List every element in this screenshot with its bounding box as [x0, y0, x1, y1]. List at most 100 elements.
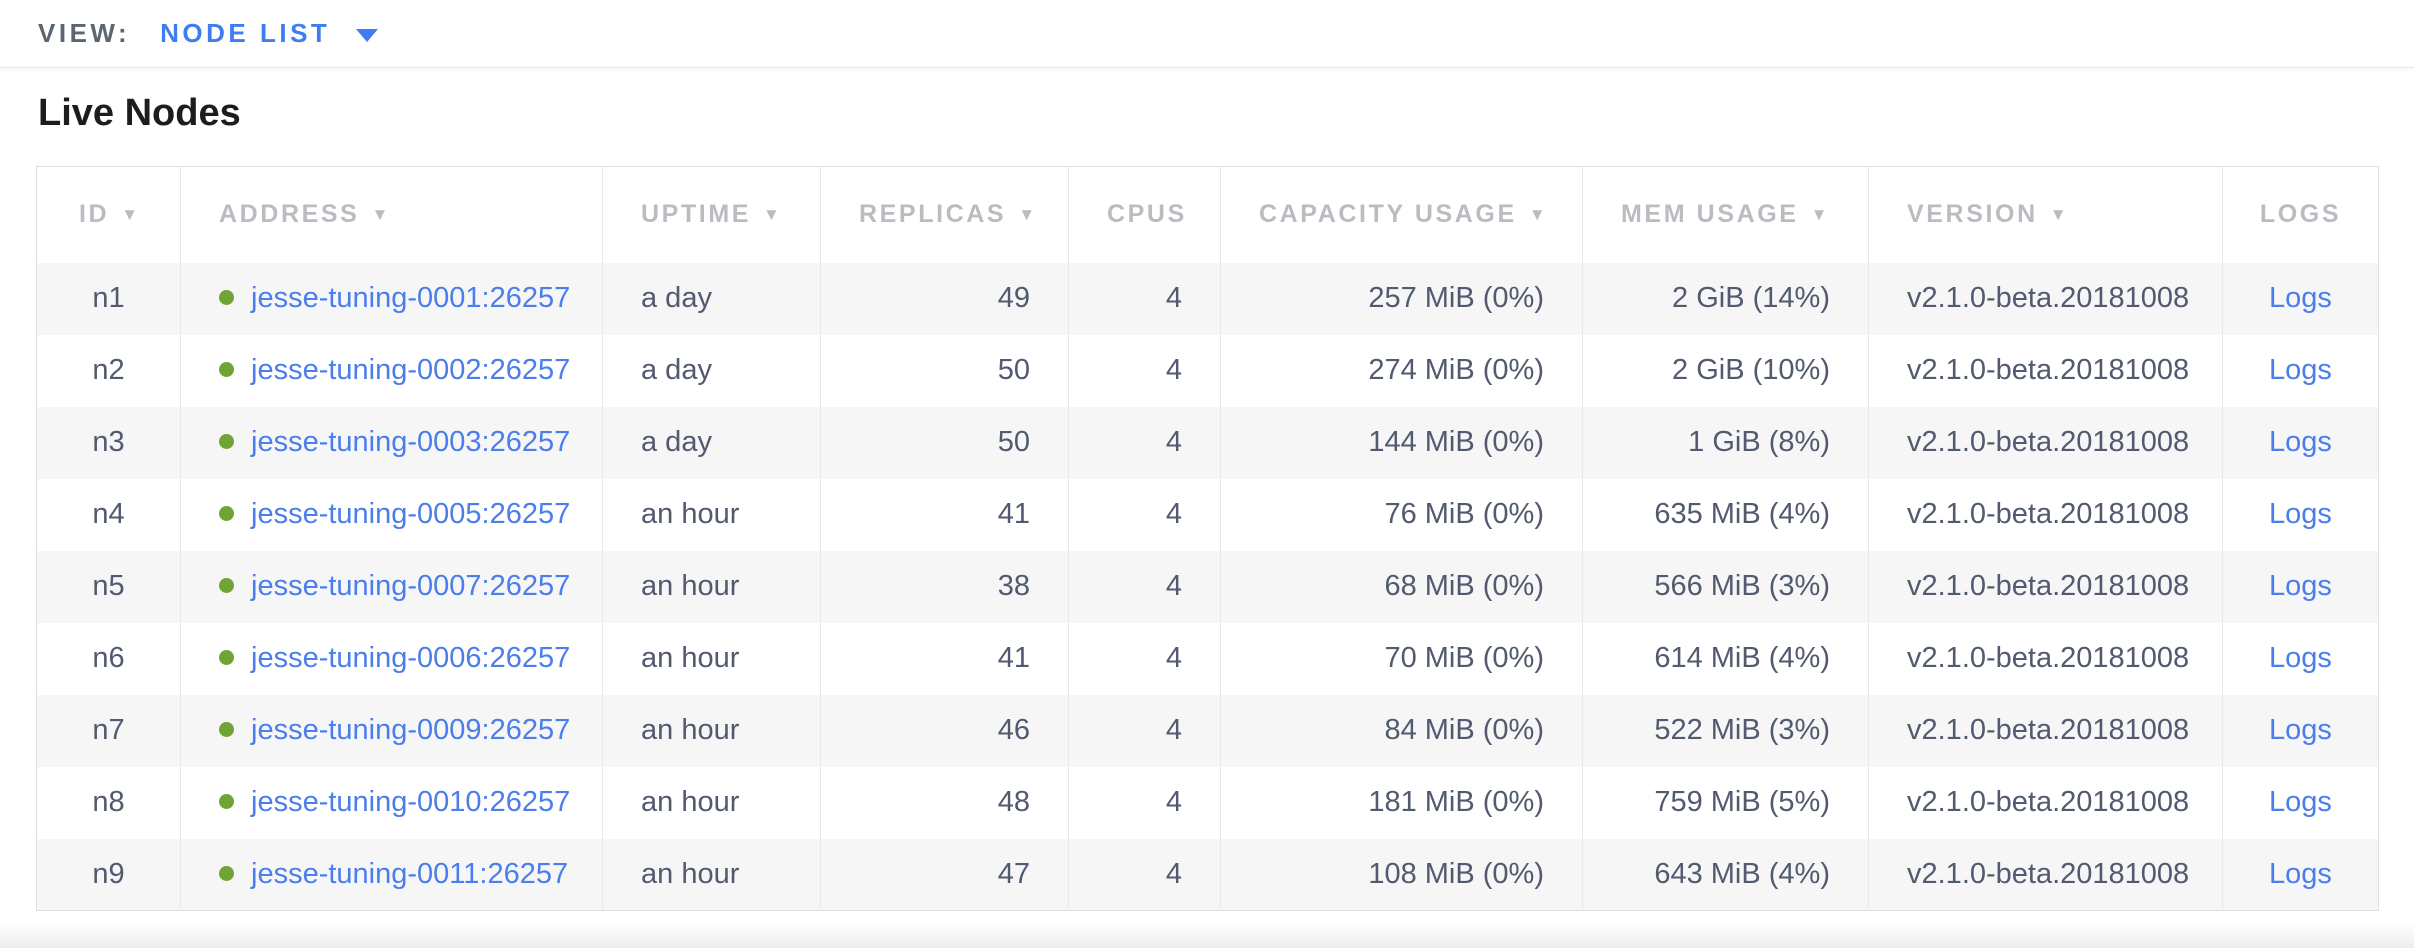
- node-address-link[interactable]: jesse-tuning-0006:26257: [251, 642, 571, 674]
- cell-replicas: 50: [820, 406, 1069, 479]
- cell-value: 46: [997, 714, 1030, 746]
- cell-value: a day: [641, 426, 712, 458]
- cell-mem_usage: 759 MiB (5%): [1582, 766, 1869, 839]
- node-address-link[interactable]: jesse-tuning-0005:26257: [251, 498, 571, 530]
- cell-logs: Logs: [2222, 622, 2379, 695]
- column-header-capacity_usage[interactable]: CAPACITY USAGE ▼: [1220, 166, 1583, 263]
- node-address-link[interactable]: jesse-tuning-0011:26257: [251, 857, 569, 890]
- column-header-cpus: CPUS: [1068, 166, 1221, 263]
- cell-version: v2.1.0-beta.20181008: [1868, 334, 2223, 407]
- sort-descending-icon: ▼: [763, 205, 780, 225]
- cell-replicas: 50: [820, 334, 1069, 407]
- cell-value: n1: [92, 282, 125, 314]
- cell-address: jesse-tuning-0007:26257: [180, 550, 603, 623]
- node-status-icon: [219, 290, 234, 305]
- node-logs-link[interactable]: Logs: [2269, 498, 2332, 530]
- node-logs-link[interactable]: Logs: [2269, 282, 2332, 314]
- node-address-link[interactable]: jesse-tuning-0002:26257: [251, 354, 571, 386]
- column-header-label: CAPACITY USAGE: [1259, 200, 1517, 229]
- column-header-label: ID: [78, 200, 110, 229]
- cell-value: 41: [997, 498, 1030, 530]
- cell-value: 4: [1165, 570, 1182, 602]
- cell-replicas: 48: [820, 766, 1069, 839]
- cell-replicas: 49: [820, 262, 1069, 335]
- cell-capacity_usage: 76 MiB (0%): [1220, 478, 1583, 551]
- cell-value: 759 MiB (5%): [1654, 786, 1830, 818]
- node-logs-link[interactable]: Logs: [2269, 570, 2332, 602]
- column-header-label: REPLICAS: [859, 200, 1007, 229]
- cell-value: 274 MiB (0%): [1368, 354, 1544, 386]
- cell-uptime: an hour: [602, 622, 821, 695]
- cell-cpus: 4: [1068, 838, 1221, 911]
- node-address-link[interactable]: jesse-tuning-0003:26257: [251, 426, 571, 458]
- cell-value: v2.1.0-beta.20181008: [1907, 282, 2190, 314]
- cell-value: n6: [92, 642, 125, 674]
- cell-value: v2.1.0-beta.20181008: [1907, 857, 2190, 890]
- cell-value: an hour: [641, 714, 740, 746]
- node-address-link[interactable]: jesse-tuning-0010:26257: [251, 786, 571, 818]
- cell-value: 76 MiB (0%): [1384, 498, 1544, 530]
- cell-logs: Logs: [2222, 550, 2379, 623]
- cell-value: 4: [1165, 282, 1182, 314]
- cell-logs: Logs: [2222, 766, 2379, 839]
- view-dropdown[interactable]: NODE LIST: [160, 18, 379, 49]
- cell-value: v2.1.0-beta.20181008: [1907, 786, 2190, 818]
- cell-value: an hour: [641, 642, 740, 674]
- column-header-uptime[interactable]: UPTIME ▼: [602, 166, 821, 263]
- cell-mem_usage: 643 MiB (4%): [1582, 838, 1869, 911]
- node-logs-link[interactable]: Logs: [2269, 642, 2332, 674]
- cell-value: an hour: [641, 786, 740, 818]
- column-header-mem_usage[interactable]: MEM USAGE ▼: [1582, 166, 1869, 263]
- cell-uptime: an hour: [602, 766, 821, 839]
- cell-value: 4: [1165, 426, 1182, 458]
- node-address-link[interactable]: jesse-tuning-0009:26257: [251, 714, 571, 746]
- cell-value: 84 MiB (0%): [1384, 714, 1544, 746]
- column-header-replicas[interactable]: REPLICAS ▼: [820, 166, 1069, 263]
- page-title: Live Nodes: [38, 92, 241, 134]
- column-header-label: CPUS: [1107, 200, 1187, 229]
- table-header: ID ▼ ADDRESS ▼ UPTIME ▼ REPLICAS ▼ CPUS CAPACITY …: [36, 166, 2379, 263]
- node-logs-link[interactable]: Logs: [2269, 354, 2332, 386]
- node-status-icon: [219, 722, 234, 737]
- column-header-address[interactable]: ADDRESS ▼: [180, 166, 603, 263]
- column-header-id[interactable]: ID ▼: [36, 166, 181, 263]
- cell-value: n7: [92, 714, 125, 746]
- cell-uptime: an hour: [602, 550, 821, 623]
- node-address-link[interactable]: jesse-tuning-0007:26257: [251, 570, 571, 602]
- cell-address: jesse-tuning-0002:26257: [180, 334, 603, 407]
- cell-value: 4: [1165, 642, 1182, 674]
- table-row: n2 jesse-tuning-0002:26257 a day 50 4 274 MiB…: [37, 334, 2379, 407]
- table-body: n1 jesse-tuning-0001:26257 a day 49 4 257 MiB…: [36, 262, 2379, 911]
- column-header-label: VERSION: [1907, 200, 2038, 229]
- cell-cpus: 4: [1068, 550, 1221, 623]
- cell-logs: Logs: [2222, 334, 2379, 407]
- cell-address: jesse-tuning-0009:26257: [180, 694, 603, 767]
- cell-value: v2.1.0-beta.20181008: [1907, 426, 2190, 458]
- page-bottom-shadow: [0, 924, 2414, 948]
- cell-cpus: 4: [1068, 478, 1221, 551]
- cell-value: n4: [92, 498, 125, 530]
- column-header-version[interactable]: VERSION ▼: [1868, 166, 2223, 263]
- cell-address: jesse-tuning-0010:26257: [180, 766, 603, 839]
- cell-id: n5: [36, 550, 181, 623]
- node-logs-link[interactable]: Logs: [2269, 426, 2332, 458]
- view-bar: VIEW: NODE LIST: [0, 0, 2414, 68]
- node-logs-link[interactable]: Logs: [2269, 786, 2332, 818]
- cell-value: 70 MiB (0%): [1384, 642, 1544, 674]
- cell-mem_usage: 2 GiB (14%): [1582, 262, 1869, 335]
- cell-cpus: 4: [1068, 694, 1221, 767]
- cell-value: 2 GiB (14%): [1672, 282, 1830, 314]
- node-address-link[interactable]: jesse-tuning-0001:26257: [251, 282, 571, 314]
- node-logs-link[interactable]: Logs: [2269, 857, 2332, 890]
- cell-version: v2.1.0-beta.20181008: [1868, 838, 2223, 911]
- cell-capacity_usage: 84 MiB (0%): [1220, 694, 1583, 767]
- sort-descending-icon: ▼: [1528, 205, 1546, 225]
- column-header-label: MEM USAGE: [1621, 200, 1799, 229]
- cell-cpus: 4: [1068, 406, 1221, 479]
- node-logs-link[interactable]: Logs: [2269, 714, 2332, 746]
- cell-value: 181 MiB (0%): [1368, 786, 1544, 818]
- cell-cpus: 4: [1068, 262, 1221, 335]
- sort-descending-icon: ▼: [121, 205, 139, 225]
- cell-value: 4: [1165, 786, 1182, 818]
- cell-id: n7: [36, 694, 181, 767]
